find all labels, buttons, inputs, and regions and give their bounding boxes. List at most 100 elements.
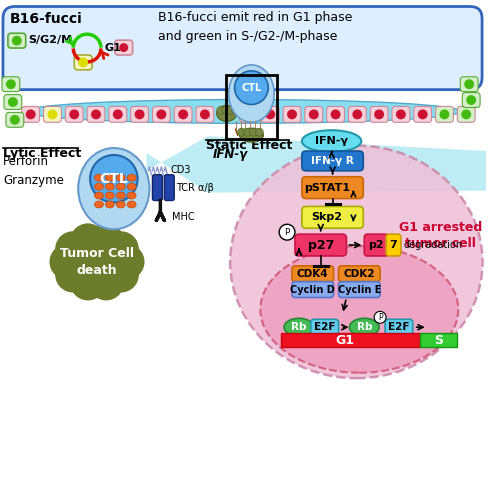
Ellipse shape [127,174,136,181]
FancyBboxPatch shape [164,175,174,201]
FancyBboxPatch shape [4,94,22,110]
Circle shape [255,128,263,136]
FancyBboxPatch shape [109,106,127,122]
Circle shape [353,110,362,120]
Text: IFN-γ: IFN-γ [213,148,248,162]
Circle shape [249,128,257,136]
Circle shape [91,110,101,120]
FancyBboxPatch shape [302,206,363,228]
FancyBboxPatch shape [6,112,24,128]
FancyBboxPatch shape [261,106,279,122]
Text: CDK2: CDK2 [344,269,375,279]
Circle shape [178,110,188,120]
FancyBboxPatch shape [65,106,83,122]
Text: CD3: CD3 [170,165,191,175]
Ellipse shape [106,174,114,181]
Ellipse shape [116,174,125,181]
Circle shape [48,110,57,120]
FancyBboxPatch shape [240,106,257,122]
FancyBboxPatch shape [364,234,388,256]
Ellipse shape [127,183,136,190]
Ellipse shape [127,192,136,199]
Ellipse shape [217,106,237,122]
Circle shape [244,128,251,136]
Circle shape [374,110,384,120]
Circle shape [238,128,246,136]
Circle shape [69,110,79,120]
Ellipse shape [116,183,125,190]
FancyBboxPatch shape [414,106,432,122]
Circle shape [439,110,449,120]
Text: S/G2/M: S/G2/M [28,35,73,45]
FancyBboxPatch shape [74,55,92,70]
Circle shape [157,110,166,120]
FancyBboxPatch shape [22,106,40,122]
FancyBboxPatch shape [305,106,323,122]
Bar [281,333,420,347]
FancyBboxPatch shape [115,40,133,55]
Text: Cyclin D: Cyclin D [290,284,335,294]
Circle shape [70,265,106,300]
Circle shape [55,232,91,267]
Text: G1: G1 [105,43,122,53]
Circle shape [103,232,139,267]
Ellipse shape [116,201,125,208]
Circle shape [461,110,471,120]
FancyBboxPatch shape [292,266,333,281]
Text: G1 arrested
tumor cell: G1 arrested tumor cell [399,220,482,250]
FancyBboxPatch shape [338,282,380,298]
Text: Rb: Rb [291,322,307,332]
Text: IFN-γ R: IFN-γ R [311,156,354,166]
FancyBboxPatch shape [460,77,478,92]
Circle shape [109,244,144,280]
FancyBboxPatch shape [385,320,413,335]
Circle shape [374,312,386,323]
Text: P: P [378,313,382,322]
Ellipse shape [106,192,114,199]
Text: CTL: CTL [100,172,128,185]
Circle shape [235,71,268,104]
FancyBboxPatch shape [302,151,363,171]
Circle shape [222,106,230,114]
Text: Skp2: Skp2 [311,212,342,222]
FancyBboxPatch shape [3,6,482,89]
Bar [226,75,277,139]
FancyBboxPatch shape [174,106,192,122]
Circle shape [88,224,124,259]
Ellipse shape [95,192,104,199]
Circle shape [113,110,123,120]
Circle shape [279,224,295,240]
Ellipse shape [127,201,136,208]
Text: Cyclin E: Cyclin E [338,284,381,294]
FancyBboxPatch shape [2,77,20,92]
FancyBboxPatch shape [152,175,163,201]
Ellipse shape [78,148,149,229]
Text: CTL: CTL [241,82,262,92]
Ellipse shape [106,183,114,190]
FancyBboxPatch shape [386,234,401,256]
Text: degradation: degradation [404,240,463,250]
Text: IFN-γ: IFN-γ [315,136,348,146]
Text: Static Effect: Static Effect [206,139,292,152]
FancyBboxPatch shape [462,92,480,108]
Text: p27: p27 [307,238,334,252]
Circle shape [330,110,341,120]
FancyBboxPatch shape [152,106,170,122]
Circle shape [309,110,319,120]
Text: G1: G1 [335,334,354,346]
Text: B16-fucci emit red in G1 phase
and green in S-/G2-/M-phase: B16-fucci emit red in G1 phase and green… [159,12,353,44]
FancyBboxPatch shape [44,106,61,122]
Ellipse shape [229,65,274,122]
Text: E2F: E2F [314,322,335,332]
FancyBboxPatch shape [292,282,333,298]
Circle shape [232,106,240,114]
Circle shape [8,97,18,107]
FancyBboxPatch shape [196,106,214,122]
Ellipse shape [350,318,379,336]
Text: CDK4: CDK4 [297,269,328,279]
Circle shape [119,43,128,52]
Circle shape [200,110,210,120]
FancyBboxPatch shape [302,177,363,199]
Circle shape [26,110,36,120]
Circle shape [10,115,20,125]
